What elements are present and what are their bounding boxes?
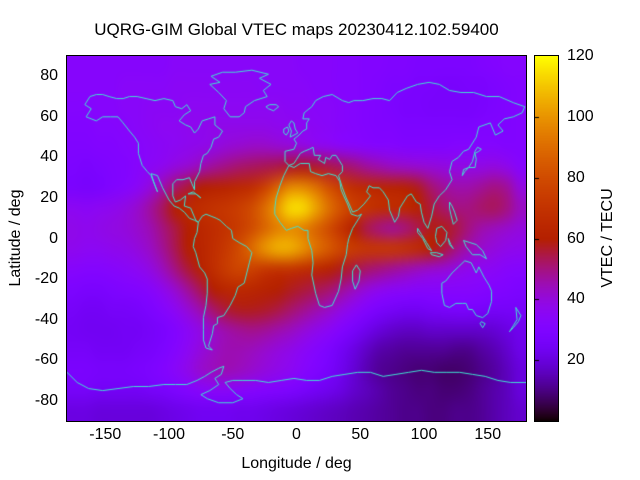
colorbar-tick-label: 20 — [567, 351, 585, 369]
y-tick-label: 60 — [40, 107, 58, 125]
y-tick-label: -40 — [34, 310, 58, 328]
y-tick-label: 20 — [40, 188, 58, 206]
colorbar-tick-label: 100 — [567, 107, 594, 125]
x-axis-label: Longitude / deg — [241, 455, 352, 472]
y-tick-label: -60 — [34, 351, 58, 369]
x-tick-label: -150 — [89, 426, 122, 443]
x-tick-label: 0 — [292, 426, 301, 443]
y-tick-label: 0 — [49, 229, 58, 247]
vtec-heatmap-canvas — [67, 56, 526, 421]
x-tick-label: 50 — [351, 426, 370, 443]
x-tick-label: 100 — [410, 426, 438, 443]
colorbar-frame — [534, 55, 559, 422]
colorbar-tick-label: 60 — [567, 229, 585, 247]
y-tick-label: 40 — [40, 148, 58, 166]
colorbar-tick-label: 80 — [567, 168, 585, 186]
x-tick-label: -100 — [152, 426, 186, 443]
y-tick-label: 80 — [40, 67, 58, 85]
figure-title: UQRG-GIM Global VTEC maps 20230412.102.5… — [94, 20, 499, 39]
colorbar-canvas — [535, 56, 558, 421]
colorbar-tick-label: 40 — [567, 290, 585, 308]
y-tick-label: -80 — [34, 391, 58, 409]
map-plot-frame — [66, 55, 527, 422]
y-tick-label: -20 — [34, 270, 58, 288]
colorbar-tick-label: 120 — [567, 47, 594, 64]
x-tick-label: -50 — [221, 426, 245, 443]
x-tick-label: 150 — [474, 426, 502, 443]
